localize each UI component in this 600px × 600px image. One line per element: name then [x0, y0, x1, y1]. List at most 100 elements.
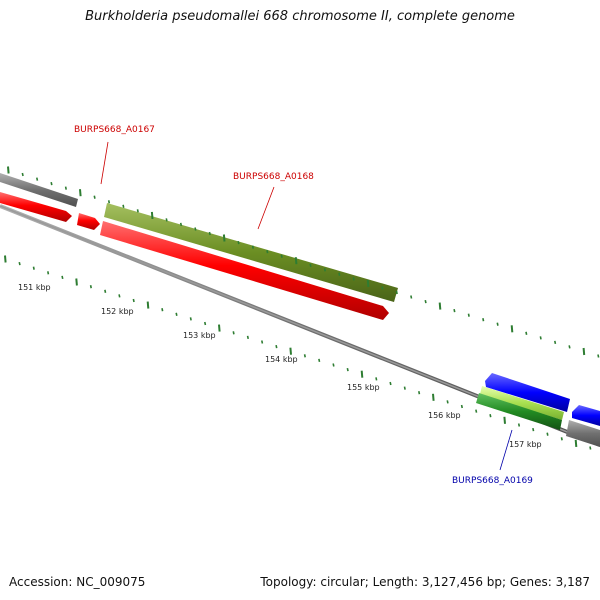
outer-tick — [467, 313, 470, 317]
kbp-label-151: 151 kbp — [18, 283, 51, 292]
leader-line-a0168 — [257, 186, 275, 230]
map-title: Burkholderia pseudomallei 668 chromosome… — [85, 9, 515, 24]
kbp-label-157: 157 kbp — [509, 440, 542, 449]
outer-tick — [194, 227, 197, 231]
inner-tick — [275, 344, 278, 349]
outer-tick — [36, 177, 39, 181]
outer-tick — [453, 308, 456, 313]
outer-tick — [424, 299, 427, 304]
outer-tick — [165, 218, 168, 222]
outer-tick — [554, 340, 557, 345]
outer-tick — [266, 250, 269, 254]
inner-tick — [161, 308, 164, 312]
outer-tick — [482, 318, 485, 322]
inner-tick — [89, 285, 92, 289]
inner-tick — [589, 446, 592, 450]
outer-tick — [107, 200, 111, 204]
inner-tick — [175, 312, 178, 316]
inner-tick — [475, 409, 478, 413]
inner-tick — [261, 340, 264, 344]
outer-tick — [237, 240, 240, 245]
inner-tick — [460, 404, 463, 409]
inner-tick — [546, 432, 549, 436]
inner-tick — [303, 354, 306, 358]
inner-tick — [403, 386, 406, 390]
outer-tick — [294, 257, 298, 265]
leader-line-a0167 — [100, 141, 109, 185]
inner-tick — [47, 271, 50, 275]
leader-line-a0169 — [499, 429, 513, 471]
outer-tick — [323, 268, 326, 272]
outer-tick — [381, 286, 384, 290]
inner-tick — [432, 393, 435, 401]
gene-label-a0167[interactable]: BURPS668_A0167 — [74, 125, 155, 135]
inner-tick — [75, 278, 78, 286]
kbp-label-153: 153 kbp — [183, 331, 216, 340]
inner-tick — [218, 324, 221, 332]
outer-tick — [539, 336, 542, 340]
outer-tick — [525, 331, 528, 335]
outer-tick — [338, 272, 341, 276]
cds-feature-a0168[interactable] — [100, 221, 389, 320]
outer-tick — [208, 231, 211, 236]
inner-tick — [332, 363, 335, 367]
outer-tick — [582, 347, 586, 356]
outer-tick — [309, 263, 312, 267]
inner-tick — [118, 294, 121, 298]
inner-tick — [32, 266, 35, 270]
inner-tick — [389, 381, 392, 386]
inner-tick — [189, 317, 192, 321]
inner-tick — [346, 367, 349, 372]
rna-feature-a0169[interactable] — [480, 386, 564, 420]
inner-tick — [574, 439, 578, 447]
summary-text: Topology: circular; Length: 3,127,456 bp… — [260, 575, 590, 589]
gene-feature-a0168[interactable] — [104, 203, 398, 302]
inner-tick — [289, 347, 292, 355]
kbp-label-155: 155 kbp — [347, 383, 380, 392]
outer-tick — [93, 195, 96, 199]
accession-text: Accession: NC_009075 — [9, 575, 146, 589]
inner-tick — [532, 427, 535, 432]
inner-tick — [360, 370, 364, 378]
outer-tick — [597, 354, 600, 358]
inner-tick — [232, 331, 235, 335]
inner-tick — [517, 423, 521, 427]
gene-label-a0169[interactable]: BURPS668_A0169 — [452, 476, 533, 486]
outer-tick — [496, 322, 499, 326]
misc-feature-a0169[interactable] — [476, 393, 562, 430]
gene-label-a0168[interactable]: BURPS668_A0168 — [233, 172, 314, 182]
neighbor-feature-left[interactable] — [0, 173, 78, 207]
inner-tick — [318, 358, 321, 363]
inner-tick — [560, 437, 563, 441]
outer-tick — [222, 234, 226, 242]
gene-feature-a0169[interactable] — [485, 373, 570, 412]
outer-tick — [395, 290, 398, 295]
inner-tick — [246, 335, 249, 340]
inner-tick — [503, 416, 506, 424]
cds-feature-small[interactable] — [77, 213, 100, 230]
outer-tick — [366, 279, 370, 287]
outer-tick — [122, 204, 125, 208]
inner-tick — [146, 301, 150, 309]
ruler-ticks-inner — [4, 255, 592, 450]
ruler-ticks-outer — [7, 166, 600, 358]
cds-feature-left[interactable] — [0, 192, 72, 222]
outer-tick — [50, 181, 53, 186]
outer-tick — [21, 172, 24, 177]
inner-tick — [18, 261, 21, 266]
outer-tick — [150, 211, 154, 219]
kbp-label-152: 152 kbp — [101, 307, 134, 316]
inner-tick — [446, 400, 449, 404]
outer-tick — [64, 186, 67, 190]
outer-tick — [179, 222, 183, 227]
inner-tick — [132, 298, 135, 303]
gene-feature-right[interactable] — [572, 405, 600, 426]
inner-tick — [489, 414, 492, 418]
neighbor-feature-right[interactable] — [566, 420, 600, 447]
inner-tick — [418, 391, 421, 395]
outer-tick — [510, 325, 514, 333]
outer-tick — [7, 166, 10, 174]
outer-tick — [136, 209, 139, 213]
outer-tick — [251, 245, 254, 249]
